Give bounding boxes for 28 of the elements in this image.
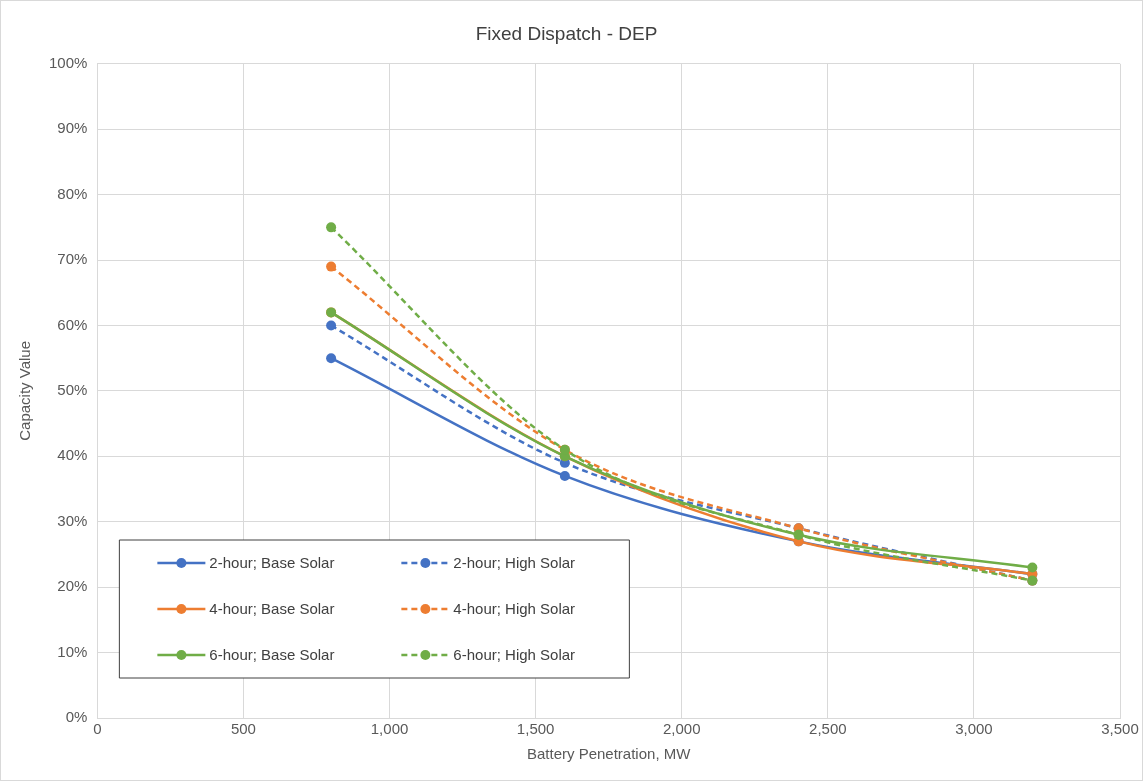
y-tick-label: 20% — [57, 577, 88, 595]
x-tick-label: 1,500 — [516, 720, 555, 738]
y-tick-label: 50% — [57, 381, 88, 399]
y-axis-title: Capacity Value — [16, 341, 34, 441]
y-tick-label: 70% — [57, 250, 88, 268]
x-tick-label: 3,000 — [955, 720, 993, 738]
legend-label: 4-hour; Base Solar — [209, 600, 335, 618]
y-tick-label: 90% — [57, 119, 88, 137]
x-tick-label: 2,000 — [662, 720, 701, 738]
x-tick-label: 500 — [230, 720, 256, 738]
legend-label: 2-hour; High Solar — [453, 554, 576, 572]
y-tick-label: 30% — [57, 511, 88, 529]
y-tick-label: 10% — [57, 642, 88, 660]
legend-label: 6-hour; Base Solar — [209, 646, 335, 664]
y-tick-label: 40% — [57, 446, 88, 464]
x-tick-label: 0 — [93, 720, 102, 738]
y-tick-label: 100% — [48, 53, 88, 71]
legend-label: 6-hour; High Solar — [453, 646, 576, 664]
y-tick-label: 0% — [65, 708, 88, 726]
x-axis-title: Battery Penetration, MW — [526, 745, 692, 763]
y-tick-label: 60% — [57, 315, 88, 333]
x-tick-label: 2,500 — [809, 720, 847, 738]
legend-label: 2-hour; Base Solar — [209, 554, 335, 572]
x-tick-label: 3,500 — [1101, 720, 1139, 738]
legend-label: 4-hour; High Solar — [453, 600, 576, 618]
x-tick-label: 1,000 — [370, 720, 409, 738]
chart-title: Fixed Dispatch - DEP — [475, 22, 658, 44]
y-tick-label: 80% — [57, 184, 88, 202]
